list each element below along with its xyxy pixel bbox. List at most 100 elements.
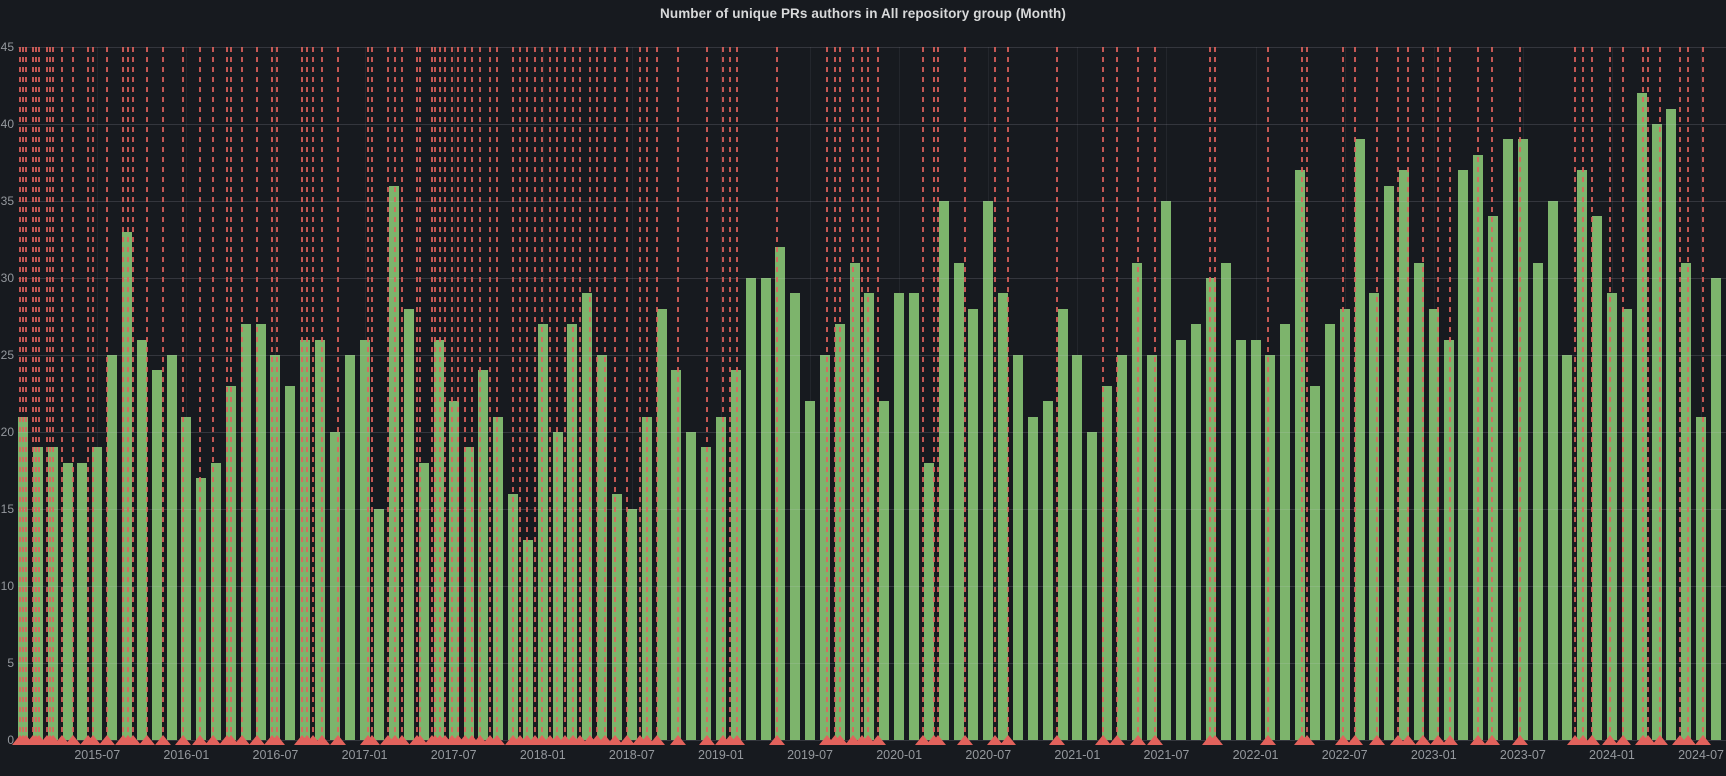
annotation-line[interactable] xyxy=(589,47,591,740)
bar-2024-03[interactable] xyxy=(1636,93,1647,740)
annotation-triangle-icon[interactable] xyxy=(1470,735,1486,745)
annotation-line[interactable] xyxy=(834,47,836,740)
annotation-line[interactable] xyxy=(534,47,536,740)
annotation-triangle-icon[interactable] xyxy=(1512,735,1528,745)
annotation-line[interactable] xyxy=(471,47,473,740)
bar-2022-09[interactable] xyxy=(1369,293,1380,740)
annotation-line[interactable] xyxy=(25,47,27,740)
annotation-line[interactable] xyxy=(371,47,373,740)
annotation-triangle-icon[interactable] xyxy=(860,735,876,745)
annotation-line[interactable] xyxy=(212,47,214,740)
annotation-line[interactable] xyxy=(933,47,935,740)
annotation-triangle-icon[interactable] xyxy=(1095,735,1111,745)
bar-2022-02[interactable] xyxy=(1265,355,1276,740)
bar-2017-04[interactable] xyxy=(404,308,415,740)
annotation-line[interactable] xyxy=(401,47,403,740)
annotation-triangle-icon[interactable] xyxy=(472,735,488,745)
annotation-line[interactable] xyxy=(839,47,841,740)
annotation-line[interactable] xyxy=(722,47,724,740)
bar-2021-04[interactable] xyxy=(1116,355,1127,740)
annotation-line[interactable] xyxy=(132,47,134,740)
annotation-triangle-icon[interactable] xyxy=(85,735,101,745)
annotation-line[interactable] xyxy=(444,47,446,740)
annotation-line[interactable] xyxy=(1056,47,1058,740)
bar-2016-03[interactable] xyxy=(211,462,222,740)
annotation-line[interactable] xyxy=(572,47,574,740)
annotation-line[interactable] xyxy=(321,47,323,740)
bar-2016-09[interactable] xyxy=(300,339,311,740)
bar-2021-07[interactable] xyxy=(1161,201,1172,740)
annotation-line[interactable] xyxy=(1659,47,1661,740)
annotation-line[interactable] xyxy=(729,47,731,740)
bar-2019-07[interactable] xyxy=(805,401,816,740)
bar-2017-01[interactable] xyxy=(359,339,370,740)
annotation-line[interactable] xyxy=(394,47,396,740)
bar-2015-05[interactable] xyxy=(62,462,73,740)
bar-2022-08[interactable] xyxy=(1354,139,1365,740)
bar-2023-03[interactable] xyxy=(1458,170,1469,740)
annotation-triangle-icon[interactable] xyxy=(607,735,623,745)
annotation-line[interactable] xyxy=(994,47,996,740)
annotation-triangle-icon[interactable] xyxy=(1640,735,1656,745)
annotation-line[interactable] xyxy=(1574,47,1576,740)
annotation-triangle-icon[interactable] xyxy=(234,735,250,745)
annotation-line[interactable] xyxy=(706,47,708,740)
bar-2022-10[interactable] xyxy=(1384,185,1395,740)
annotation-triangle-icon[interactable] xyxy=(1130,735,1146,745)
annotation-triangle-icon[interactable] xyxy=(729,735,745,745)
bar-2022-12[interactable] xyxy=(1413,262,1424,740)
bar-2019-08[interactable] xyxy=(819,355,830,740)
annotation-line[interactable] xyxy=(162,47,164,740)
annotation-line[interactable] xyxy=(1422,47,1424,740)
annotation-line[interactable] xyxy=(457,47,459,740)
bar-2022-11[interactable] xyxy=(1399,170,1410,740)
annotation-triangle-icon[interactable] xyxy=(1000,735,1016,745)
annotation-line[interactable] xyxy=(1491,47,1493,740)
bar-2021-08[interactable] xyxy=(1176,339,1187,740)
annotation-line[interactable] xyxy=(922,47,924,740)
bar-2024-01[interactable] xyxy=(1606,293,1617,740)
annotation-line[interactable] xyxy=(512,47,514,740)
annotation-triangle-icon[interactable] xyxy=(597,735,613,745)
bar-2020-06[interactable] xyxy=(968,308,979,740)
bar-2015-07[interactable] xyxy=(92,447,103,740)
annotation-line[interactable] xyxy=(312,47,314,740)
annotation-triangle-icon[interactable] xyxy=(394,735,410,745)
annotation-line[interactable] xyxy=(1622,47,1624,740)
annotation-line[interactable] xyxy=(301,47,303,740)
annotation-triangle-icon[interactable] xyxy=(870,735,886,745)
annotation-line[interactable] xyxy=(646,47,648,740)
annotation-line[interactable] xyxy=(1687,47,1689,740)
bar-2022-05[interactable] xyxy=(1309,385,1320,740)
bar-2015-11[interactable] xyxy=(151,370,162,740)
annotation-triangle-icon[interactable] xyxy=(364,735,380,745)
annotation-line[interactable] xyxy=(387,47,389,740)
annotation-triangle-icon[interactable] xyxy=(65,735,81,745)
annotation-triangle-icon[interactable] xyxy=(572,735,588,745)
annotation-line[interactable] xyxy=(439,47,441,740)
annotation-line[interactable] xyxy=(604,47,606,740)
bar-2017-09[interactable] xyxy=(478,370,489,740)
bar-2020-08[interactable] xyxy=(998,293,1009,740)
annotation-line[interactable] xyxy=(479,47,481,740)
annotation-line[interactable] xyxy=(276,47,278,740)
annotation-triangle-icon[interactable] xyxy=(192,735,208,745)
bar-2017-08[interactable] xyxy=(463,447,474,740)
annotation-line[interactable] xyxy=(1679,47,1681,740)
annotation-line[interactable] xyxy=(1007,47,1009,740)
annotation-line[interactable] xyxy=(677,47,679,740)
annotation-line[interactable] xyxy=(306,47,308,740)
bar-2015-12[interactable] xyxy=(166,355,177,740)
bar-2019-02[interactable] xyxy=(730,370,741,740)
annotation-triangle-icon[interactable] xyxy=(1347,735,1363,745)
annotation-line[interactable] xyxy=(614,47,616,740)
bar-2017-06[interactable] xyxy=(433,339,444,740)
bar-2018-10[interactable] xyxy=(671,370,682,740)
annotation-triangle-icon[interactable] xyxy=(249,735,265,745)
annotation-triangle-icon[interactable] xyxy=(305,735,321,745)
annotation-line[interactable] xyxy=(1407,47,1409,740)
bar-2015-09[interactable] xyxy=(121,231,132,740)
annotation-line[interactable] xyxy=(337,47,339,740)
bar-2023-07[interactable] xyxy=(1517,139,1528,740)
annotation-line[interactable] xyxy=(199,47,201,740)
